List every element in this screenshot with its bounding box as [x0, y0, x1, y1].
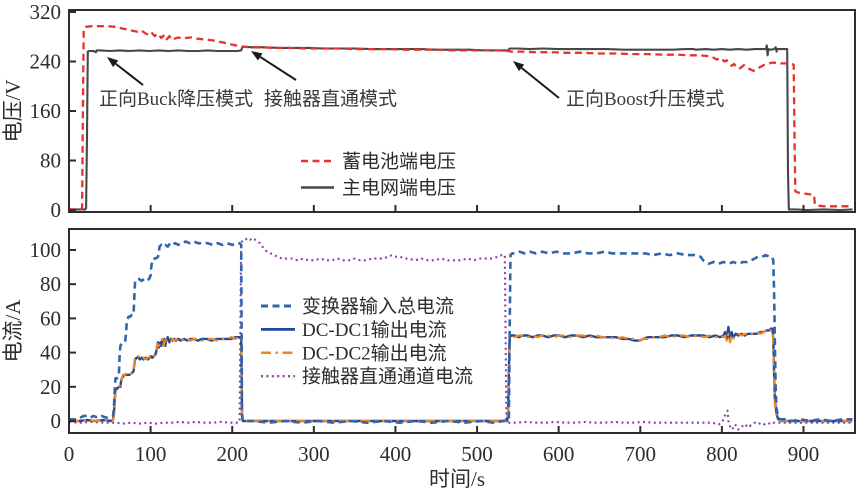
legend-item-contactor-channel-current: 接触器直通通道电流: [261, 366, 473, 388]
x-tick-label: 200: [216, 442, 248, 466]
annotation-arrowhead: [107, 57, 119, 68]
series-dcdc2-output-current: [69, 327, 853, 423]
x-tick-label: 0: [64, 442, 75, 466]
y-tick-label: 320: [30, 0, 62, 24]
y-tick-label: 240: [30, 50, 62, 74]
y-axis-label: 电压/V: [1, 80, 25, 143]
legend-label-contactor-channel-current: 接触器直通通道电流: [302, 366, 473, 388]
y-tick-label: 80: [40, 272, 61, 296]
y-tick-label: 40: [40, 341, 61, 365]
annotation-arrow-line: [115, 62, 144, 86]
y-tick-label: 160: [30, 99, 62, 123]
x-tick-label: 300: [298, 442, 330, 466]
legend-item-grid-voltage: 主电网端电压: [301, 177, 456, 199]
legend-label-grid-voltage: 主电网端电压: [342, 177, 456, 199]
legend-label-converter-input-total-current: 变换器输入总电流: [302, 296, 454, 318]
annotation-buck-mode: 正向Buck降压模式: [99, 57, 253, 110]
y-tick-label: 60: [40, 306, 61, 330]
current-panel: 0 100 200 300 400 500 600 700 800 900 0 20 40 60 80 100…: [1, 228, 856, 491]
annotation-text-boost-mode: 正向Boost升压模式: [566, 88, 724, 110]
y-tick-label: 0: [51, 198, 62, 222]
x-tick-label: 400: [380, 442, 412, 466]
y-tick-label: 0: [51, 409, 62, 433]
legend-label-battery-voltage: 蓄电池端电压: [342, 151, 456, 173]
x-tick-label: 600: [543, 442, 575, 466]
legend-label-dcdc1-output-current: DC-DC1输出电流: [302, 319, 447, 341]
annotation-arrowhead: [513, 61, 525, 72]
series-battery-voltage: [69, 25, 853, 211]
y-tick-label: 80: [40, 149, 61, 173]
plot-frame: [68, 228, 856, 434]
series-converter-input-total-current: [69, 240, 853, 424]
legend-item-converter-input-total-current: 变换器输入总电流: [261, 296, 454, 318]
annotation-contactor-mode: 接触器直通模式: [251, 51, 397, 110]
annotation-arrow-line: [520, 67, 560, 99]
legend-label-dcdc2-output-current: DC-DC2输出电流: [302, 342, 447, 364]
x-tick-label: 900: [788, 442, 820, 466]
annotation-text-buck-mode: 正向Buck降压模式: [99, 88, 253, 110]
x-tick-label: 800: [706, 442, 738, 466]
annotation-text-contactor-mode: 接触器直通模式: [264, 88, 397, 110]
legend-item-dcdc2-output-current: DC-DC2输出电流: [261, 342, 447, 364]
y-axis-label: 电流/A: [1, 299, 25, 363]
series-grid-voltage: [69, 44, 853, 212]
annotation-arrow-line: [259, 56, 297, 81]
legend-item-battery-voltage: 蓄电池端电压: [301, 151, 456, 173]
plot-frame: [68, 9, 856, 213]
annotation-boost-mode: 正向Boost升压模式: [513, 61, 724, 110]
legend-item-dcdc1-output-current: DC-DC1输出电流: [261, 319, 447, 341]
y-tick-label: 100: [30, 238, 62, 262]
y-tick-label: 20: [40, 375, 61, 399]
x-tick-label: 500: [461, 442, 493, 466]
x-axis-label: 时间/s: [429, 467, 485, 491]
series-group: [69, 25, 853, 212]
annotation-arrowhead: [251, 51, 263, 61]
x-tick-label: 700: [625, 442, 657, 466]
x-tick-label: 100: [135, 442, 167, 466]
series-group: [68, 236, 853, 431]
